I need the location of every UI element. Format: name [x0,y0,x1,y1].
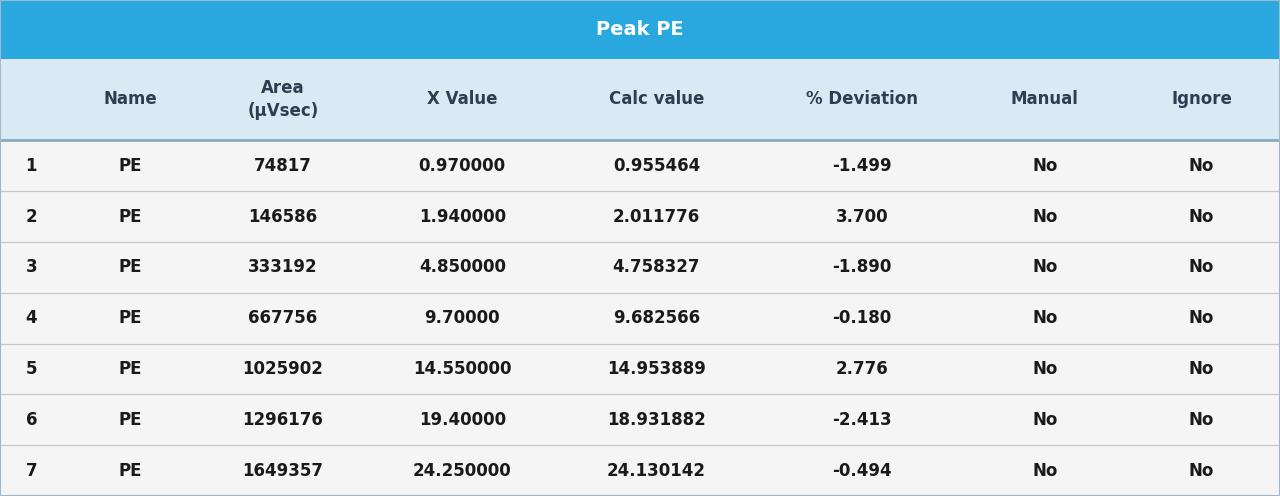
Text: Ignore: Ignore [1171,90,1233,109]
Text: 74817: 74817 [255,157,312,175]
Text: Peak PE: Peak PE [596,20,684,39]
Text: 19.40000: 19.40000 [419,411,506,429]
Text: 146586: 146586 [248,207,317,226]
Text: No: No [1032,360,1057,378]
Text: 1296176: 1296176 [243,411,324,429]
Text: 2: 2 [26,207,37,226]
Text: PE: PE [118,462,142,480]
Bar [0,59,1280,140]
Text: % Deviation: % Deviation [806,90,918,109]
Text: 9.70000: 9.70000 [425,309,500,327]
Bar [0,140,1280,191]
Text: No: No [1189,207,1215,226]
Text: 2.011776: 2.011776 [613,207,700,226]
Text: No: No [1189,462,1215,480]
Text: -2.413: -2.413 [832,411,892,429]
Text: 24.250000: 24.250000 [413,462,512,480]
Text: 14.550000: 14.550000 [413,360,512,378]
Text: PE: PE [118,157,142,175]
Text: 7: 7 [26,462,37,480]
Text: 0.955464: 0.955464 [613,157,700,175]
Text: Manual: Manual [1011,90,1079,109]
Text: 4: 4 [26,309,37,327]
Bar [0,293,1280,344]
Text: PE: PE [118,411,142,429]
Bar [0,0,1280,59]
Text: 14.953889: 14.953889 [607,360,705,378]
Text: No: No [1032,462,1057,480]
Text: 2.776: 2.776 [836,360,888,378]
Text: Name: Name [104,90,157,109]
Text: 5: 5 [26,360,37,378]
Text: No: No [1189,360,1215,378]
Text: PE: PE [118,360,142,378]
Text: No: No [1032,157,1057,175]
Text: No: No [1189,258,1215,276]
Text: -1.890: -1.890 [832,258,891,276]
Text: 6: 6 [26,411,37,429]
Text: No: No [1189,309,1215,327]
Bar [0,344,1280,394]
Text: Area
(μVsec): Area (μVsec) [247,79,319,120]
Bar [0,445,1280,496]
Text: 9.682566: 9.682566 [613,309,700,327]
Text: No: No [1032,309,1057,327]
Text: 4.758327: 4.758327 [613,258,700,276]
Text: 3: 3 [26,258,37,276]
Text: No: No [1189,411,1215,429]
Text: 1: 1 [26,157,37,175]
Text: X Value: X Value [428,90,498,109]
Bar [0,394,1280,445]
Text: Calc value: Calc value [609,90,704,109]
Text: 0.970000: 0.970000 [419,157,506,175]
Text: No: No [1032,258,1057,276]
Text: 24.130142: 24.130142 [607,462,707,480]
Text: 333192: 333192 [248,258,317,276]
Text: PE: PE [118,258,142,276]
Bar [0,191,1280,242]
Text: -0.494: -0.494 [832,462,892,480]
Text: -0.180: -0.180 [832,309,891,327]
Text: No: No [1189,157,1215,175]
Text: PE: PE [118,207,142,226]
Text: -1.499: -1.499 [832,157,892,175]
Text: No: No [1032,207,1057,226]
Text: 1.940000: 1.940000 [419,207,506,226]
Text: 667756: 667756 [248,309,317,327]
Text: PE: PE [118,309,142,327]
Text: 1025902: 1025902 [243,360,324,378]
Text: 1649357: 1649357 [242,462,324,480]
Text: 4.850000: 4.850000 [419,258,506,276]
Text: 18.931882: 18.931882 [607,411,705,429]
Text: No: No [1032,411,1057,429]
Bar [0,242,1280,293]
Text: 3.700: 3.700 [836,207,888,226]
